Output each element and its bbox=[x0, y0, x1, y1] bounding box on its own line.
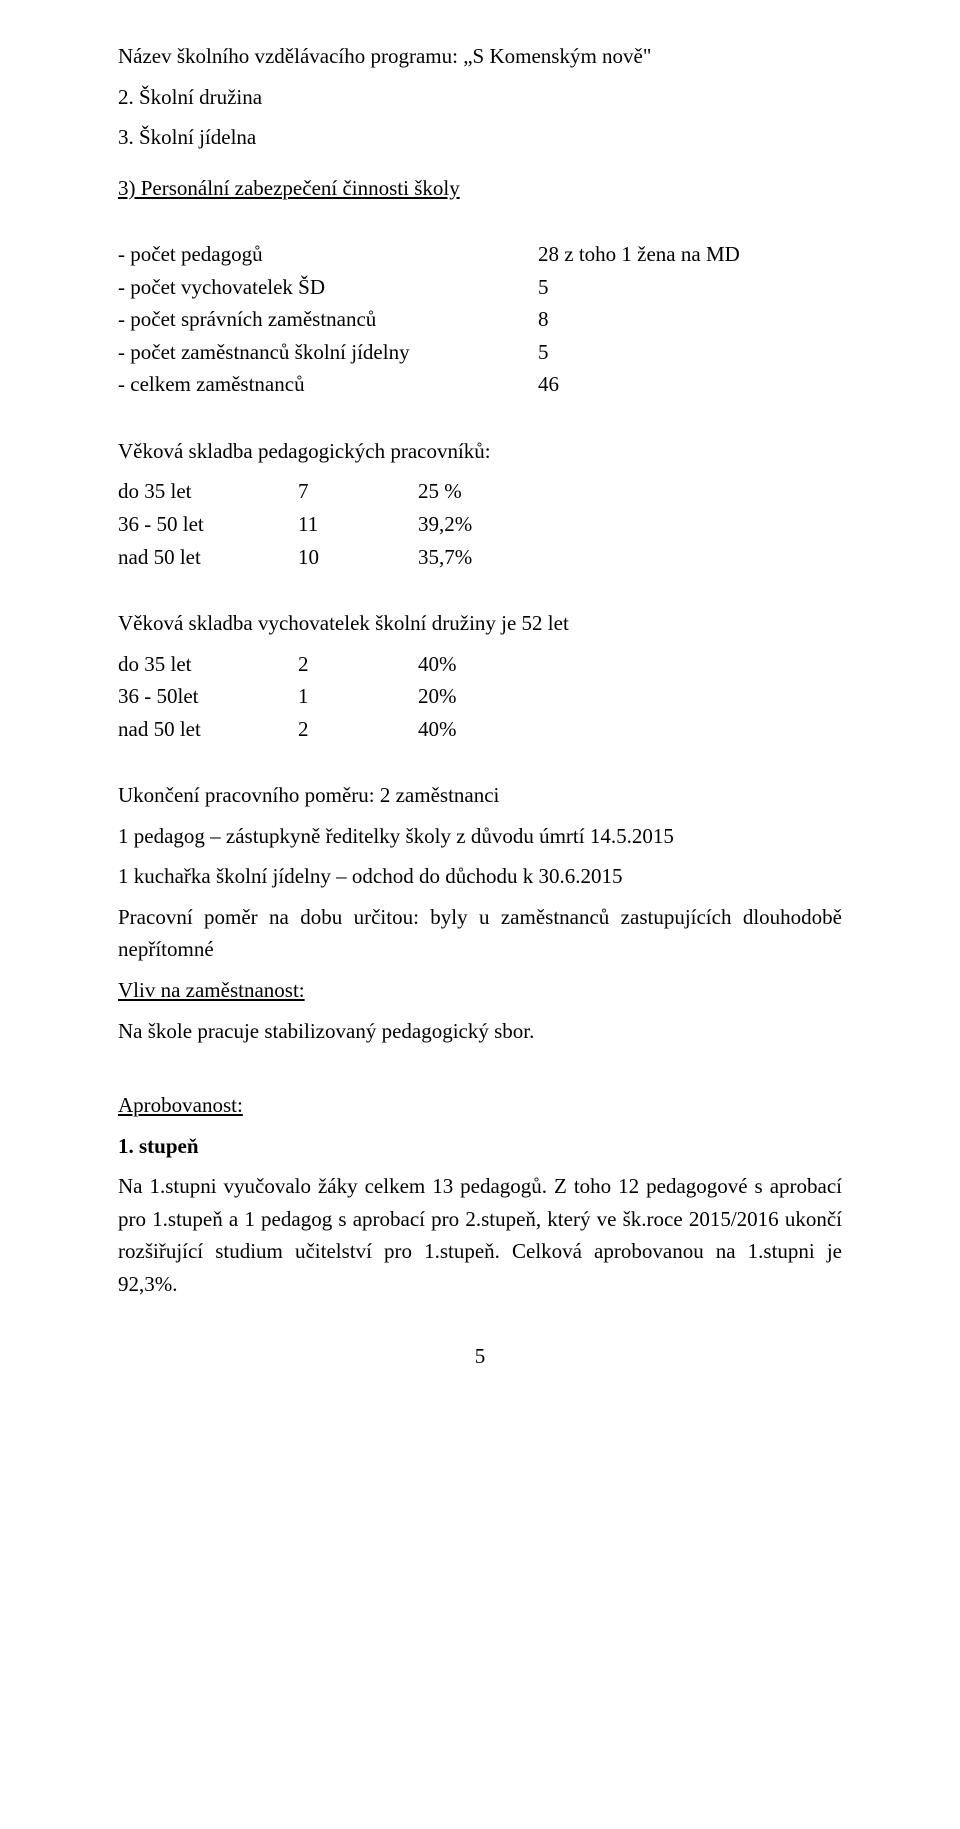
impact-text: Na škole pracuje stabilizovaný pedagogic… bbox=[118, 1015, 842, 1048]
age-label: nad 50 let bbox=[118, 541, 298, 574]
age-count: 7 bbox=[298, 475, 418, 508]
staff-value: 8 bbox=[538, 303, 549, 336]
staff-label: - počet správních zaměstnanců bbox=[118, 303, 538, 336]
age-teachers-title: Věková skladba pedagogických pracovníků: bbox=[118, 435, 842, 468]
impact-label: Vliv na zaměstnanost: bbox=[118, 974, 842, 1007]
staff-label: - počet zaměstnanců školní jídelny bbox=[118, 336, 538, 369]
staff-label: - počet vychovatelek ŠD bbox=[118, 271, 538, 304]
age-pct: 35,7% bbox=[418, 541, 472, 574]
age-count: 1 bbox=[298, 680, 418, 713]
termination-line2: 1 kuchařka školní jídelny – odchod do dů… bbox=[118, 860, 842, 893]
staff-row: - počet pedagogů 28 z toho 1 žena na MD bbox=[118, 238, 842, 271]
age-row: do 35 let 7 25 % bbox=[118, 475, 842, 508]
staff-label: - celkem zaměstnanců bbox=[118, 368, 538, 401]
staff-value: 5 bbox=[538, 336, 549, 369]
staff-row: - počet vychovatelek ŠD 5 bbox=[118, 271, 842, 304]
termination-line3: Pracovní poměr na dobu určitou: byly u z… bbox=[118, 901, 842, 966]
age-row: do 35 let 2 40% bbox=[118, 648, 842, 681]
age-row: nad 50 let 10 35,7% bbox=[118, 541, 842, 574]
age-pct: 20% bbox=[418, 680, 457, 713]
age-row: 36 - 50let 1 20% bbox=[118, 680, 842, 713]
age-label: 36 - 50 let bbox=[118, 508, 298, 541]
staff-row: - počet zaměstnanců školní jídelny 5 bbox=[118, 336, 842, 369]
age-label: do 35 let bbox=[118, 475, 298, 508]
aprob-heading: Aprobovanost: bbox=[118, 1089, 842, 1122]
page-number: 5 bbox=[118, 1340, 842, 1373]
age-label: do 35 let bbox=[118, 648, 298, 681]
age-pct: 25 % bbox=[418, 475, 462, 508]
age-pct: 40% bbox=[418, 713, 457, 746]
age-count: 2 bbox=[298, 648, 418, 681]
aprob-stage-heading: 1. stupeň bbox=[118, 1130, 842, 1163]
age-count: 11 bbox=[298, 508, 418, 541]
age-pct: 40% bbox=[418, 648, 457, 681]
staff-value: 28 z toho 1 žena na MD bbox=[538, 238, 740, 271]
staff-value: 46 bbox=[538, 368, 559, 401]
staff-label: - počet pedagogů bbox=[118, 238, 538, 271]
termination-line1: 1 pedagog – zástupkyně ředitelky školy z… bbox=[118, 820, 842, 853]
program-name: Název školního vzdělávacího programu: „S… bbox=[118, 40, 842, 73]
age-count: 2 bbox=[298, 713, 418, 746]
aprob-body: Na 1.stupni vyučovalo žáky celkem 13 ped… bbox=[118, 1170, 842, 1300]
termination-title: Ukončení pracovního poměru: 2 zaměstnanc… bbox=[118, 779, 842, 812]
staff-value: 5 bbox=[538, 271, 549, 304]
section-3-heading: 3) Personální zabezpečení činnosti školy bbox=[118, 172, 842, 205]
age-vych-title: Věková skladba vychovatelek školní druži… bbox=[118, 607, 842, 640]
staff-row: - celkem zaměstnanců 46 bbox=[118, 368, 842, 401]
age-label: 36 - 50let bbox=[118, 680, 298, 713]
age-pct: 39,2% bbox=[418, 508, 472, 541]
staff-row: - počet správních zaměstnanců 8 bbox=[118, 303, 842, 336]
list-item-3: 3. Školní jídelna bbox=[118, 121, 842, 154]
age-label: nad 50 let bbox=[118, 713, 298, 746]
age-count: 10 bbox=[298, 541, 418, 574]
age-row: 36 - 50 let 11 39,2% bbox=[118, 508, 842, 541]
age-row: nad 50 let 2 40% bbox=[118, 713, 842, 746]
list-item-2: 2. Školní družina bbox=[118, 81, 842, 114]
